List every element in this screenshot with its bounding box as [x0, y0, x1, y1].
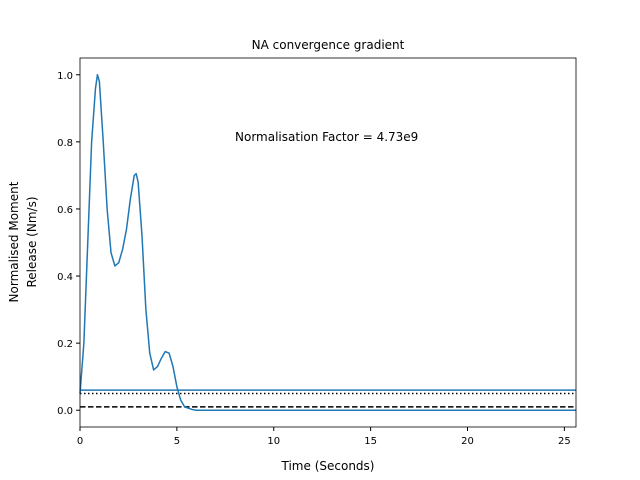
plot-frame	[79, 57, 577, 428]
x-tick-label: 25	[558, 436, 571, 447]
x-tick-label: 5	[174, 436, 180, 447]
x-axis-label: Time (Seconds)	[281, 459, 375, 473]
x-tick-label: 0	[77, 436, 83, 447]
y-tick-label: 0.2	[57, 339, 73, 350]
y-tick-label: 0.8	[57, 138, 73, 149]
data-line	[79, 74, 576, 411]
y-axis-label: Normalised Moment	[7, 181, 21, 302]
y-axis-label: Release (Nm/s)	[25, 196, 39, 287]
y-tick-label: 0.4	[57, 272, 73, 283]
chart-title: NA convergence gradient	[252, 38, 405, 52]
x-tick-label: 20	[461, 436, 474, 447]
y-tick-label: 0.6	[57, 205, 73, 216]
annotation: Normalisation Factor = 4.73e9	[235, 130, 418, 144]
x-tick-label: 10	[267, 436, 280, 447]
x-tick-label: 15	[364, 436, 377, 447]
y-tick-label: 0.0	[57, 406, 73, 417]
y-tick-label: 1.0	[57, 71, 73, 82]
